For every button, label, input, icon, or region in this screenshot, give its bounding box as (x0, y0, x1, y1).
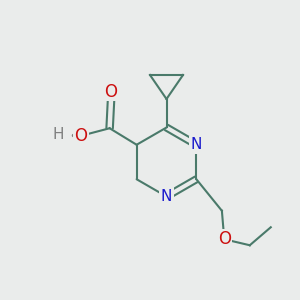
Text: O: O (218, 230, 231, 248)
Text: O: O (75, 127, 88, 145)
Text: O: O (105, 82, 118, 100)
Text: H: H (53, 127, 64, 142)
Text: N: N (191, 137, 202, 152)
Text: N: N (161, 189, 172, 204)
